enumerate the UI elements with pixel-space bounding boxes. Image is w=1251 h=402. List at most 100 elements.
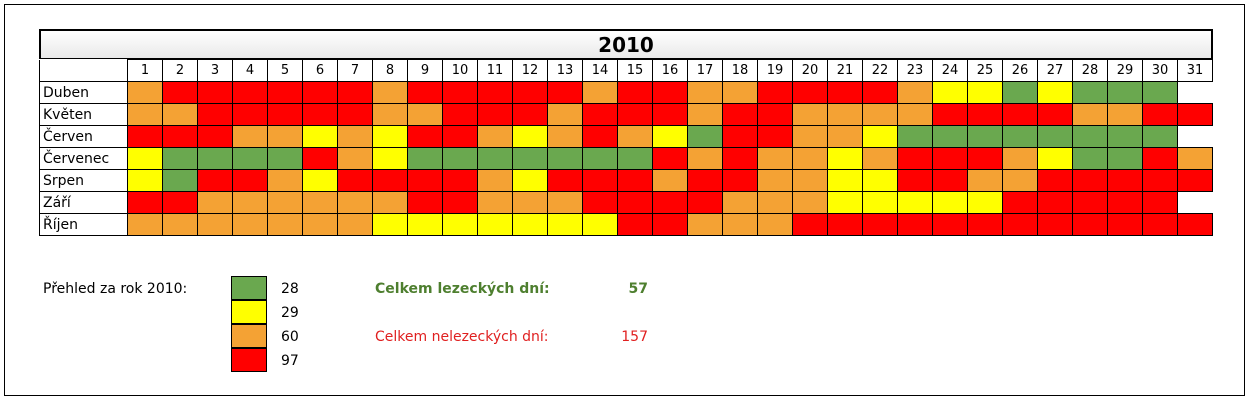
month-row: Říjen <box>39 213 1213 236</box>
day-cell <box>792 169 828 192</box>
month-row: Září <box>39 191 1213 214</box>
day-cell <box>1142 169 1178 192</box>
day-cell <box>617 191 653 214</box>
day-cell <box>617 81 653 104</box>
day-cell <box>162 213 198 236</box>
day-cell <box>687 125 723 148</box>
day-cell <box>232 103 268 126</box>
empty-cell <box>1178 192 1213 214</box>
day-cell <box>197 213 233 236</box>
day-cell <box>827 147 863 170</box>
day-cell <box>862 191 898 214</box>
day-cell <box>827 125 863 148</box>
day-cell <box>372 125 408 148</box>
day-cell <box>757 81 793 104</box>
day-cell <box>1037 125 1073 148</box>
day-cell <box>862 169 898 192</box>
legend-swatch-orange <box>231 324 267 348</box>
day-cell <box>757 103 793 126</box>
day-cell <box>967 213 1003 236</box>
day-cell <box>372 169 408 192</box>
day-cell <box>617 103 653 126</box>
day-header: 25 <box>967 59 1003 82</box>
day-cell <box>652 81 688 104</box>
day-cell <box>232 191 268 214</box>
day-cell <box>267 147 303 170</box>
day-cell <box>267 125 303 148</box>
month-row: Květen <box>39 103 1213 126</box>
day-cell <box>1002 213 1038 236</box>
day-cell <box>1037 191 1073 214</box>
day-cell <box>897 191 933 214</box>
day-cell <box>722 213 758 236</box>
day-cell <box>197 191 233 214</box>
day-cell <box>1142 125 1178 148</box>
non-climbing-days-value: 157 <box>621 329 648 345</box>
day-cell <box>372 103 408 126</box>
day-cell <box>827 81 863 104</box>
summary-label: Přehled za rok 2010: <box>43 281 188 297</box>
empty-cell <box>1178 82 1213 104</box>
day-cell <box>337 213 373 236</box>
day-header: 26 <box>1002 59 1038 82</box>
day-cell <box>162 81 198 104</box>
day-header: 13 <box>547 59 583 82</box>
month-name: Červenec <box>39 147 128 170</box>
day-cell <box>337 125 373 148</box>
day-cell <box>862 147 898 170</box>
day-cell <box>512 191 548 214</box>
day-header: 10 <box>442 59 478 82</box>
day-cell <box>827 191 863 214</box>
day-cell <box>547 125 583 148</box>
day-cell <box>127 191 163 214</box>
day-cell <box>302 103 338 126</box>
day-cell <box>1072 191 1108 214</box>
month-row: Červenec <box>39 147 1213 170</box>
day-cell <box>477 213 513 236</box>
day-cell <box>827 103 863 126</box>
day-header: 8 <box>372 59 408 82</box>
day-cell <box>757 169 793 192</box>
day-cell <box>442 169 478 192</box>
day-cell <box>372 213 408 236</box>
day-cell <box>197 125 233 148</box>
day-cell <box>232 169 268 192</box>
day-cell <box>407 125 443 148</box>
day-cell <box>757 125 793 148</box>
day-cell <box>512 103 548 126</box>
day-header: 24 <box>932 59 968 82</box>
day-cell <box>757 191 793 214</box>
month-name: Září <box>39 191 128 214</box>
day-header: 29 <box>1107 59 1143 82</box>
day-cell <box>547 213 583 236</box>
day-cell <box>477 169 513 192</box>
day-header: 2 <box>162 59 198 82</box>
day-cell <box>127 81 163 104</box>
day-cell <box>792 125 828 148</box>
day-cell <box>792 191 828 214</box>
day-header: 1 <box>127 59 163 82</box>
day-cell <box>477 103 513 126</box>
month-row: Srpen <box>39 169 1213 192</box>
month-name: Říjen <box>39 213 128 236</box>
legend-count-orange: 60 <box>281 329 299 345</box>
day-header: 21 <box>827 59 863 82</box>
day-cell <box>967 169 1003 192</box>
day-cell <box>932 191 968 214</box>
day-cell <box>372 147 408 170</box>
day-cell <box>477 147 513 170</box>
day-cell <box>547 191 583 214</box>
day-cell <box>267 169 303 192</box>
day-cell <box>827 169 863 192</box>
day-cell <box>1037 81 1073 104</box>
day-cell <box>1142 191 1178 214</box>
day-cell <box>512 169 548 192</box>
day-cell <box>407 213 443 236</box>
day-cell <box>652 147 688 170</box>
day-cell <box>932 103 968 126</box>
day-cell <box>617 213 653 236</box>
day-cell <box>652 169 688 192</box>
day-cell <box>1142 81 1178 104</box>
day-cell <box>1002 191 1038 214</box>
day-cell <box>302 125 338 148</box>
